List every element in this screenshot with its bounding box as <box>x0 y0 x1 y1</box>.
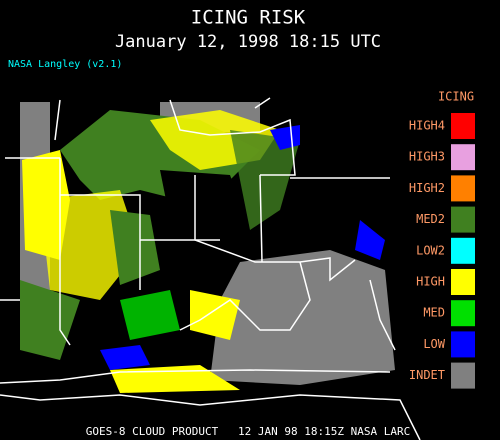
legend-label: MED2 <box>416 212 445 226</box>
legend-swatch <box>451 144 475 171</box>
legend-label: INDET <box>409 368 445 382</box>
legend-title: ICING <box>438 90 474 104</box>
legend-label: HIGH4 <box>409 119 445 133</box>
legend-label: MED <box>423 306 445 320</box>
legend-swatch <box>451 113 475 139</box>
legend-label: LOW2 <box>416 243 445 257</box>
legend-label: HIGH2 <box>409 181 445 195</box>
legend-swatch <box>451 362 475 389</box>
subtitle: January 12, 1998 18:15 UTC <box>115 32 381 52</box>
map <box>0 97 421 440</box>
legend-label: HIGH3 <box>409 150 445 164</box>
footer: GOES-8 CLOUD PRODUCT 12 JAN 98 18:15Z NA… <box>86 425 411 438</box>
legend: HIGH4 HIGH3 HIGH2 MED2 LOW2 HIGH MED LOW INDET <box>409 113 475 389</box>
legend-swatch <box>451 331 475 358</box>
title: ICING RISK <box>191 7 306 29</box>
legend-swatch <box>451 175 475 202</box>
legend-label: HIGH <box>416 275 445 289</box>
credit: NASA Langley (v2.1) <box>8 59 122 70</box>
legend-swatch <box>451 269 475 295</box>
legend-swatch <box>451 206 475 233</box>
legend-swatch <box>451 237 475 264</box>
legend-swatch <box>451 300 475 327</box>
legend-label: LOW <box>423 337 445 351</box>
